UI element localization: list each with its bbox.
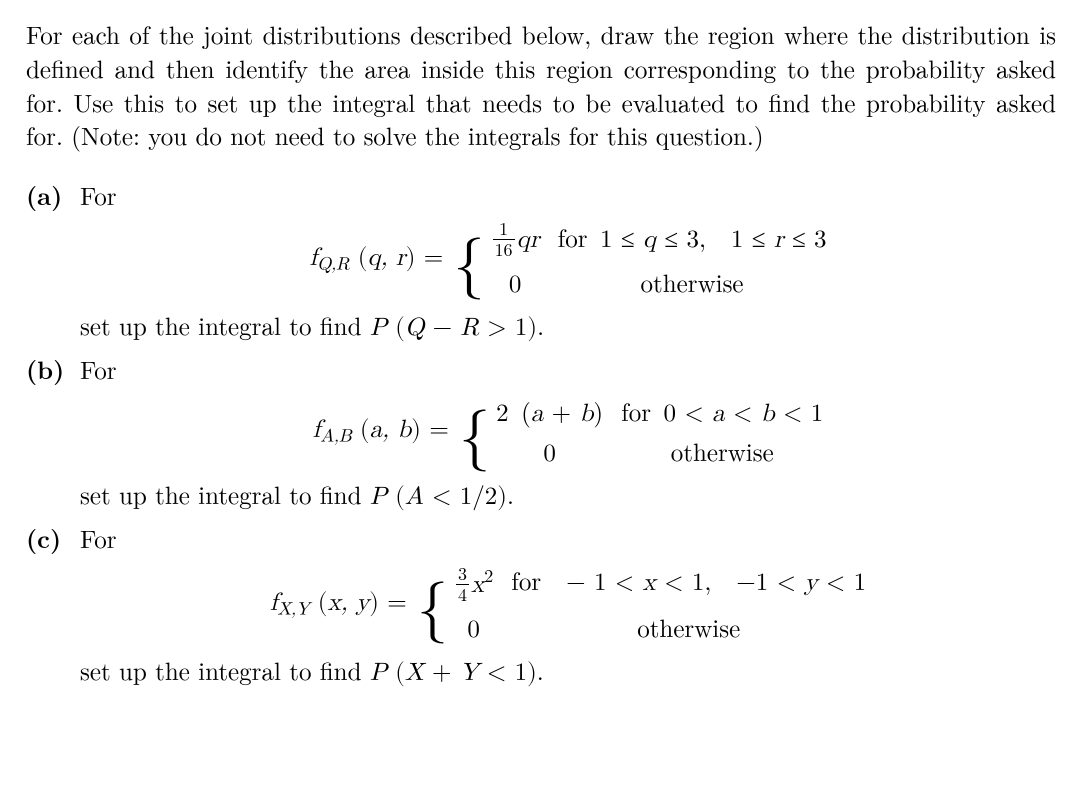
part-b: (b) For fA,B (a, b) = { 2 (a + b) for 0 … <box>26 353 1056 514</box>
frac-den: 4 <box>456 585 469 605</box>
part-b-head: (b) For <box>26 353 1056 387</box>
part-a-density: fQ,R (q, r) = { 1 16 qr for 1 ≤ q ≤ 3, 1… <box>80 221 1056 300</box>
part-c-density-lhs: fX,Y (x, y) = <box>270 590 415 615</box>
part-c: (c) For fX,Y (x, y) = { 3 4 x2 <box>26 522 1056 690</box>
part-b-label: (b) <box>26 353 80 387</box>
part-b-case2-value: 0 <box>496 435 603 469</box>
part-a-body: fQ,R (q, r) = { 1 16 qr for 1 ≤ q ≤ 3, 1… <box>80 221 1056 345</box>
part-c-task-prob: P (X + Y < 1). <box>370 660 544 685</box>
part-c-task-prefix: set up the integral to find <box>80 653 370 688</box>
part-a-case2-cond: otherwise <box>558 266 827 300</box>
left-brace: { <box>459 399 490 461</box>
part-b-task-prefix: set up the integral to find <box>80 477 370 512</box>
part-c-word: For <box>80 522 1056 556</box>
part-a-label: (a) <box>26 179 80 213</box>
part-c-cases: { 3 4 x2 for − 1 < x < 1, −1 < y < 1 <box>415 564 866 645</box>
part-b-case1-cond: for 0 < a < b < 1 <box>621 395 823 431</box>
part-a-case1-cond: for 1 ≤ q ≤ 3, 1 ≤ r ≤ 3 <box>558 221 827 262</box>
part-a-task-prefix: set up the integral to find <box>80 308 370 343</box>
part-c-label: (c) <box>26 522 80 556</box>
frac-3-4: 3 4 <box>456 564 469 605</box>
part-a-head: (a) For <box>26 179 1056 213</box>
left-brace: { <box>454 227 485 289</box>
part-c-head: (c) For <box>26 522 1056 556</box>
part-b-word: For <box>80 353 1056 387</box>
part-b-body: fA,B (a, b) = { 2 (a + b) for 0 < a < b … <box>80 395 1056 514</box>
part-c-density: fX,Y (x, y) = { 3 4 x2 for − 1 < x < 1, … <box>80 564 1056 645</box>
part-c-case1-exp: 2 <box>484 563 493 588</box>
part-a-case1-tail: qr <box>517 227 540 252</box>
part-a-cases: { 1 16 qr for 1 ≤ q ≤ 3, 1 ≤ r ≤ 3 <box>452 221 827 300</box>
part-b-density: fA,B (a, b) = { 2 (a + b) for 0 < a < b … <box>80 395 1056 469</box>
frac-den: 16 <box>493 240 515 260</box>
part-b-cases: { 2 (a + b) for 0 < a < b < 1 0 otherwis… <box>457 395 823 469</box>
intro-paragraph: For each of the joint distributions desc… <box>26 18 1056 153</box>
part-b-case2-cond: otherwise <box>621 435 823 469</box>
part-b-case1-value: 2 (a + b) <box>496 395 603 431</box>
part-c-case2-cond: otherwise <box>511 611 866 645</box>
frac-1-16: 1 16 <box>493 219 515 260</box>
part-a-case1-value: 1 16 qr <box>491 221 540 262</box>
part-a-word: For <box>80 179 1056 213</box>
part-a: (a) For fQ,R (q, r) = { 1 16 qr <box>26 179 1056 345</box>
part-c-case2-value: 0 <box>454 611 493 645</box>
part-c-case1-value: 3 4 x2 <box>454 564 493 607</box>
part-a-density-lhs: fQ,R (q, r) = <box>310 245 452 270</box>
part-c-case1-tail: x <box>471 572 484 597</box>
left-brace: { <box>417 571 448 633</box>
part-c-task: set up the integral to find P (X + Y < 1… <box>80 654 1056 690</box>
part-b-task-prob: P (A < 1/2). <box>370 484 514 509</box>
part-b-density-lhs: fA,B (a, b) = <box>313 417 457 442</box>
part-c-case1-cond: for − 1 < x < 1, −1 < y < 1 <box>511 564 866 607</box>
part-b-task: set up the integral to find P (A < 1/2). <box>80 478 1056 514</box>
part-a-case2-value: 0 <box>491 266 540 300</box>
part-c-body: fX,Y (x, y) = { 3 4 x2 for − 1 < x < 1, … <box>80 564 1056 690</box>
part-a-task-prob: P (Q − R > 1). <box>370 315 544 340</box>
part-a-task: set up the integral to find P (Q − R > 1… <box>80 309 1056 345</box>
parts-container: (a) For fQ,R (q, r) = { 1 16 qr <box>26 179 1056 690</box>
